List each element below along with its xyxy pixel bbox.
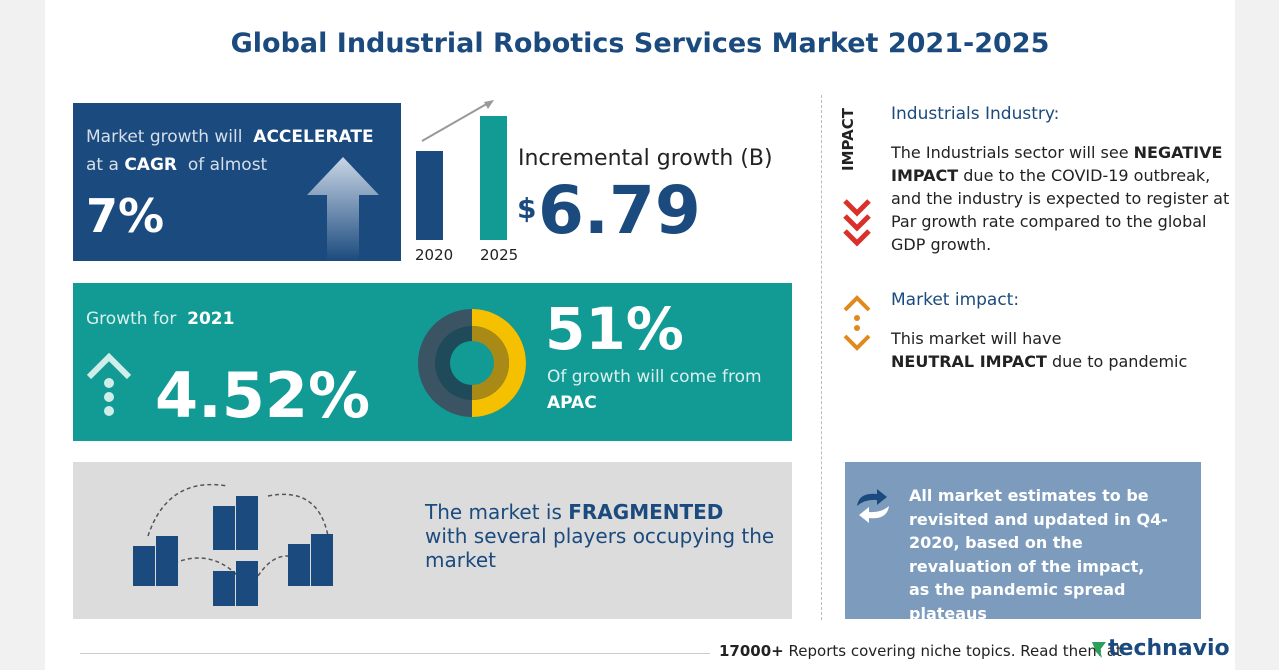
down-chevrons (843, 199, 871, 247)
text: due to the COVID-19 outbreak, and the in… (891, 166, 1230, 254)
incremental-value: 6.79 (538, 172, 701, 249)
footer-line (80, 653, 710, 654)
note-text: All market estimates to be revisited and… (909, 486, 1168, 623)
cagr-value: 7% (86, 189, 165, 243)
growth-value: 4.52% (155, 359, 371, 432)
brand: technavio (1108, 636, 1230, 661)
incremental-label: Incremental growth (B) (518, 146, 773, 171)
buildings-icon (133, 483, 333, 606)
bar-icon (416, 100, 507, 240)
year: 2021 (187, 309, 235, 329)
text: This market will have (891, 329, 1062, 348)
impact-vertical: IMPACT (839, 108, 857, 171)
growth-panel: Growth for 2021 4.52% 51% Of growth will… (73, 283, 792, 441)
text: The Industrials sector will see (891, 143, 1129, 162)
infographic: Global Industrial Robotics Services Mark… (45, 0, 1235, 670)
text: at a (86, 155, 119, 175)
logo-icon (1092, 642, 1106, 658)
share-text: Of growth will come from (547, 367, 762, 387)
market-impact-heading: Market impact: (891, 290, 1020, 310)
emphasis: NEGATIVE IMPACT (891, 143, 1223, 185)
region: APAC (547, 393, 597, 413)
fragmented-panel: The market is FRAGMENTED with several pl… (73, 462, 792, 619)
growth-icon (86, 353, 132, 416)
text: of almost (187, 155, 268, 175)
refresh-icon (857, 489, 889, 523)
emphasis: NEUTRAL IMPACT (891, 352, 1047, 371)
emphasis: CAGR (124, 155, 177, 175)
emphasis: ACCELERATE (253, 127, 374, 147)
impact-heading: Industrials Industry: (891, 104, 1060, 124)
text: The market is (425, 500, 562, 524)
text: Market growth will (86, 127, 243, 147)
bar-label: 2025 (480, 246, 519, 264)
bar-label: 2020 (415, 246, 454, 264)
cagr-panel: Market growth will ACCELERATE at a CAGR … (73, 103, 401, 261)
note-panel: All market estimates to be revisited and… (845, 462, 1201, 623)
divider (821, 95, 822, 620)
count: 17000+ (719, 642, 784, 660)
text: due to pandemic (1051, 352, 1188, 371)
title: Global Industrial Robotics Services Mark… (230, 28, 1050, 59)
text: Growth for (86, 309, 177, 329)
emphasis: FRAGMENTED (568, 500, 724, 524)
share-value: 51% (545, 295, 684, 363)
donut-icon (418, 309, 526, 417)
text: Reports covering niche topics. Read them… (788, 642, 1122, 660)
currency: $ (517, 192, 537, 225)
neutral-icon (843, 295, 871, 351)
text: with several players occupying the marke… (425, 524, 775, 572)
up-arrow-icon (307, 157, 379, 261)
